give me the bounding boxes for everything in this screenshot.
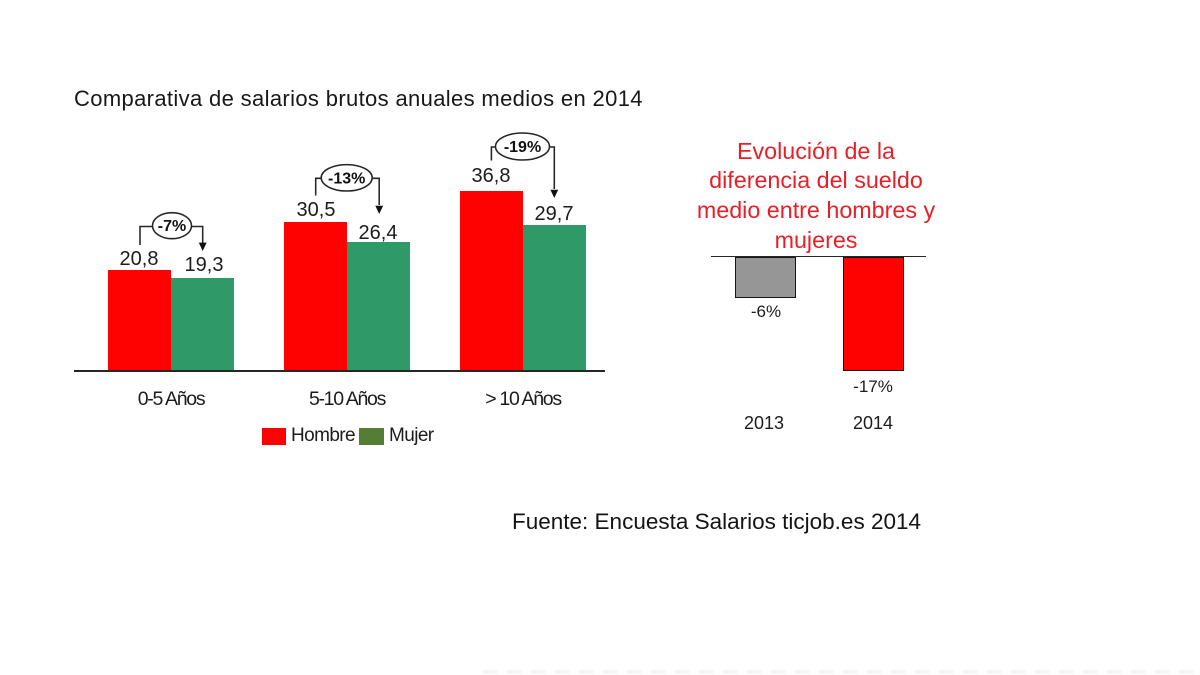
svg-text:-19%: -19% — [504, 139, 541, 156]
svg-text:-13%: -13% — [328, 170, 365, 187]
svg-text:-7%: -7% — [158, 218, 186, 235]
